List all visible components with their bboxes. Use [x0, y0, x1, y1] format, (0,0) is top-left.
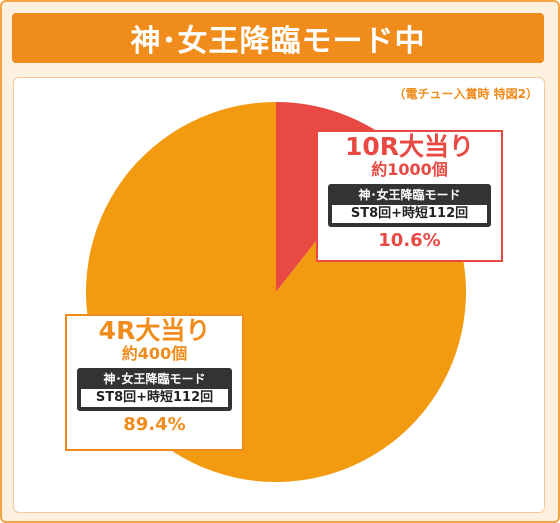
chart-note: （電チュー入賞時 特図2） — [393, 87, 538, 101]
title-bar: 神･女王降臨モード中 — [12, 13, 544, 63]
mode-title: 神･女王降臨モード — [103, 372, 206, 386]
slice-label-4r: 4R大当り 約400個 神･女王降臨モード ST8回+時短112回 89.4% — [65, 314, 244, 451]
mode-box: 神･女王降臨モード ST8回+時短112回 — [77, 368, 232, 411]
percent-label: 89.4% — [123, 414, 186, 435]
mode-detail: ST8回+時短112回 — [81, 389, 228, 407]
percent-label: 10.6% — [378, 230, 441, 251]
balls-label: 約1000個 — [371, 160, 448, 179]
mode-title: 神･女王降臨モード — [358, 188, 461, 202]
balls-label: 約400個 — [121, 344, 188, 363]
mode-detail: ST8回+時短112回 — [332, 205, 487, 223]
mode-box: 神･女王降臨モード ST8回+時短112回 — [328, 184, 491, 227]
prize-label: 10R大当り — [344, 132, 475, 161]
slice-label-10r: 10R大当り 約1000個 神･女王降臨モード ST8回+時短112回 10.6… — [316, 130, 503, 262]
page-title: 神･女王降臨モード中 — [130, 24, 426, 59]
prize-label: 4R大当り — [98, 316, 211, 345]
